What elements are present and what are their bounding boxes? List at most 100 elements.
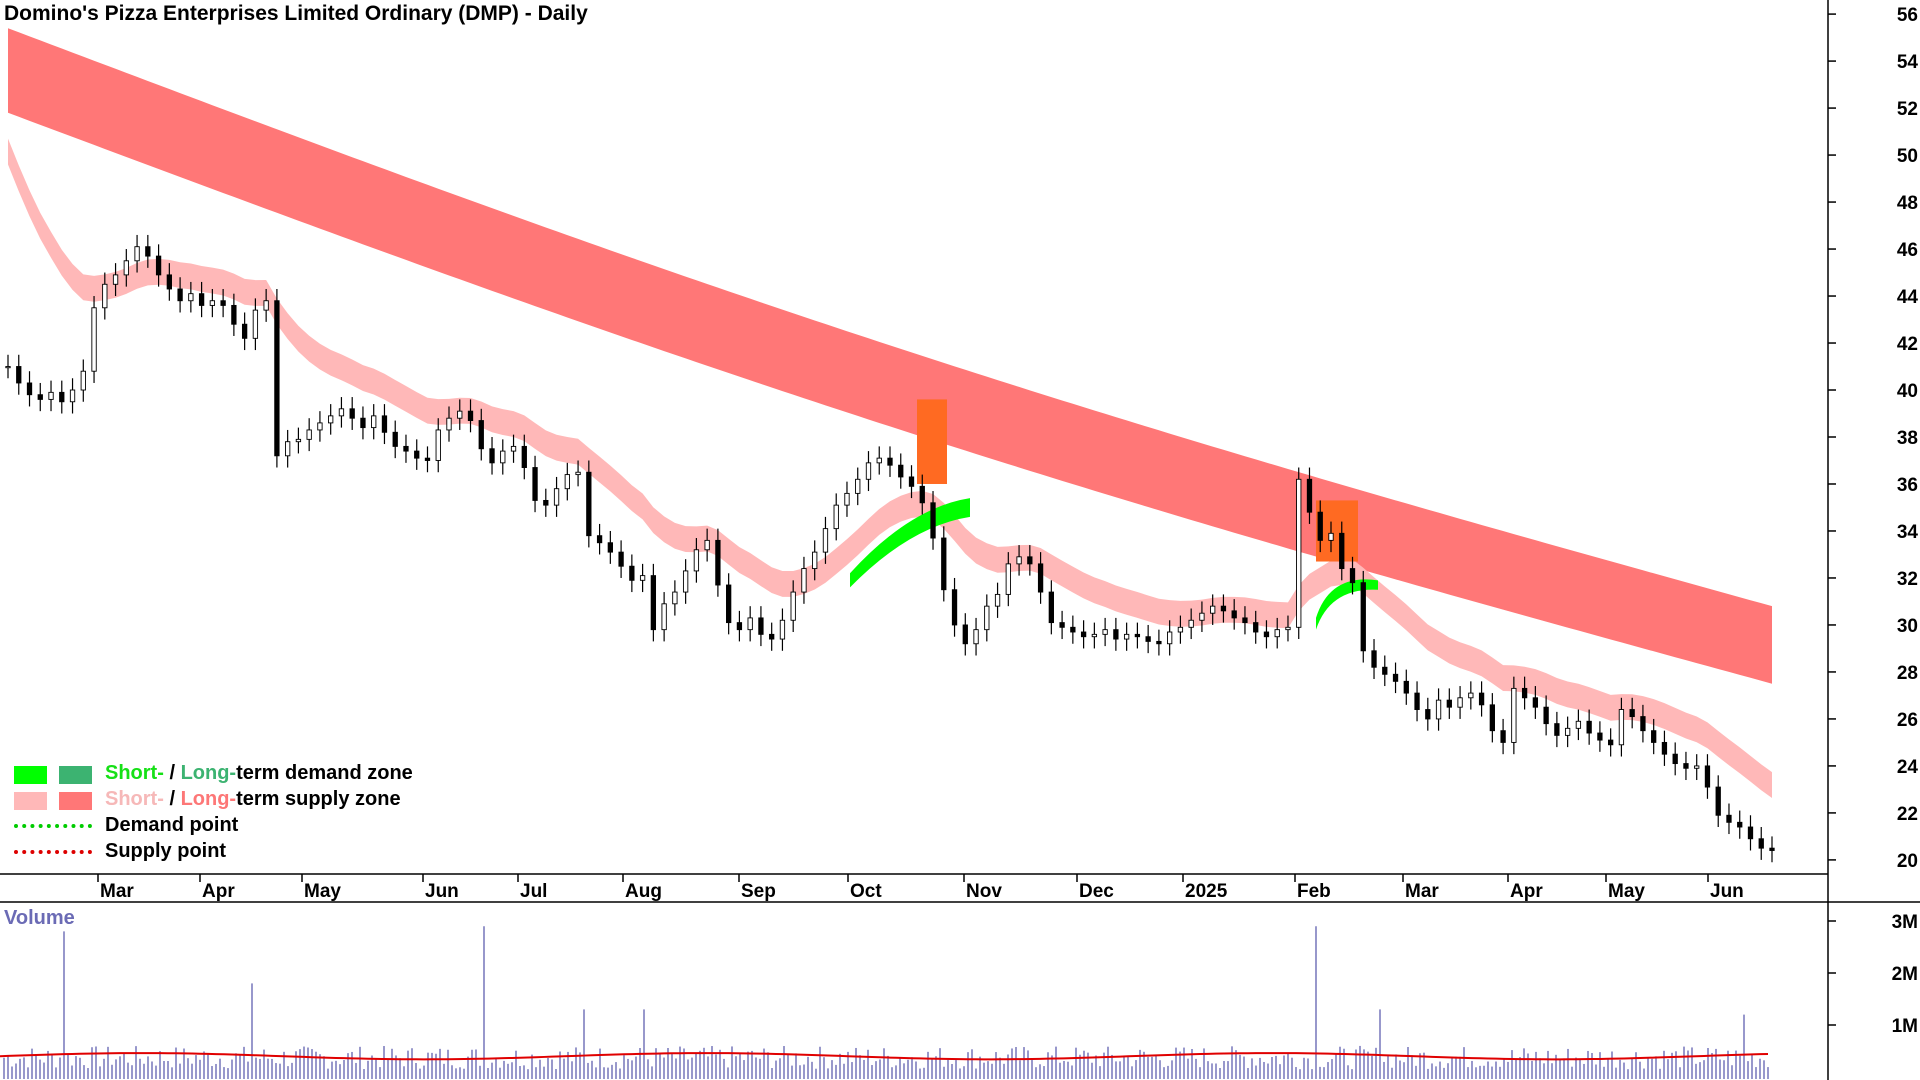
candle-body [1048, 591, 1054, 624]
candle-body [994, 593, 1001, 607]
supply-point-label: Supply point [105, 840, 227, 862]
candle-body [1769, 847, 1775, 851]
candle-body [1156, 640, 1162, 645]
candle-body [1296, 478, 1302, 628]
candle-body [779, 619, 786, 640]
candle-body [274, 300, 280, 457]
date-tick-label: Apr [1510, 881, 1543, 902]
candle-body [112, 274, 119, 285]
candle-body [984, 605, 990, 631]
date-tick-label: 2025 [1185, 881, 1228, 902]
candle-body [1016, 556, 1022, 565]
volume-panel-label: Volume [4, 907, 75, 929]
candle-body [1414, 692, 1420, 710]
candle-body [973, 629, 979, 645]
candle-body [812, 551, 818, 570]
candle-body [1102, 629, 1108, 635]
candle-body [1597, 732, 1603, 741]
long-demand-swatch [59, 766, 92, 784]
candle-body [1080, 631, 1087, 638]
candle-body [1457, 697, 1463, 708]
candle-body [801, 568, 807, 593]
candle-body [1629, 709, 1635, 718]
candle-body [349, 408, 355, 419]
candle-body [521, 445, 527, 468]
candle-body [241, 323, 248, 339]
candle-body [317, 422, 323, 431]
candle-body [1543, 706, 1549, 725]
candle-body [1360, 582, 1366, 652]
candle-body [941, 537, 947, 591]
demand-point-line [14, 824, 92, 828]
candle-body [360, 417, 366, 429]
candle-body [220, 300, 226, 306]
long-term-supply-zone [8, 28, 1772, 684]
candle-body [177, 288, 183, 302]
price-tick-label: 46 [1897, 240, 1918, 261]
candle-body [1328, 532, 1334, 541]
candle-body [1726, 814, 1732, 823]
candle-body [1285, 626, 1291, 631]
legend-supply-text: Short- / Long-term supply zone [105, 788, 401, 810]
date-tick-label: Jul [520, 881, 547, 902]
candle-body [145, 246, 151, 257]
candle-body [1113, 629, 1119, 640]
overlap-zone-oct [917, 399, 947, 484]
volume-average-line [0, 1052, 1769, 1061]
price-tick-label: 36 [1897, 475, 1918, 496]
demand-zone-oct [850, 498, 970, 588]
candle-body [435, 429, 441, 461]
date-tick-label: Mar [100, 881, 134, 902]
candle-body [59, 391, 65, 403]
price-tick-label: 22 [1897, 804, 1918, 825]
candle-body [747, 617, 753, 631]
candle-body [962, 624, 968, 645]
chart-title: Domino's Pizza Enterprises Limited Ordin… [4, 2, 588, 25]
candle-body [295, 438, 302, 443]
date-tick-label: Jun [1710, 881, 1744, 902]
candle-body [1446, 699, 1452, 708]
candle-body [1564, 727, 1571, 736]
price-tick-label: 40 [1897, 381, 1918, 402]
candle-body [855, 478, 861, 494]
volume-tick-label: 2M [1892, 964, 1918, 985]
candle-body [1468, 692, 1474, 699]
candle-body [1435, 699, 1442, 720]
candle-body [252, 309, 259, 339]
candle-body [1134, 633, 1141, 638]
candle-body [1683, 763, 1689, 769]
candle-body [1478, 692, 1485, 706]
candle-body [726, 584, 732, 624]
candle-body [682, 570, 689, 593]
candle-body [564, 474, 570, 490]
candle-body [876, 457, 882, 464]
candle-body [231, 304, 237, 325]
volume-tick-label: 3M [1892, 912, 1918, 933]
candle-body [1403, 680, 1409, 694]
candle-body [887, 457, 893, 466]
candle-body [575, 471, 581, 476]
date-tick-label: Aug [625, 881, 662, 902]
long-term-supply-band [8, 28, 1772, 684]
candle-body [532, 467, 538, 501]
price-tick-label: 50 [1897, 146, 1918, 167]
candle-body [1737, 821, 1743, 828]
date-tick-label: Nov [966, 881, 1002, 902]
candle-body [1640, 716, 1646, 732]
candle-body [1521, 687, 1528, 699]
candle-body [1511, 687, 1517, 743]
candle-body [1500, 730, 1506, 743]
candle-body [1704, 765, 1711, 788]
candle-body [1306, 478, 1313, 513]
candle-body [951, 589, 958, 626]
price-tick-label: 26 [1897, 710, 1918, 731]
price-tick-label: 56 [1897, 5, 1918, 26]
price-tick-label: 54 [1897, 52, 1919, 73]
price-tick-label: 44 [1897, 287, 1919, 308]
candle-body [467, 410, 474, 422]
short-demand-swatch [14, 766, 47, 784]
candle-body [790, 591, 796, 621]
candle-body [392, 431, 398, 447]
candle-body [37, 394, 43, 400]
candle-body [1575, 720, 1582, 729]
